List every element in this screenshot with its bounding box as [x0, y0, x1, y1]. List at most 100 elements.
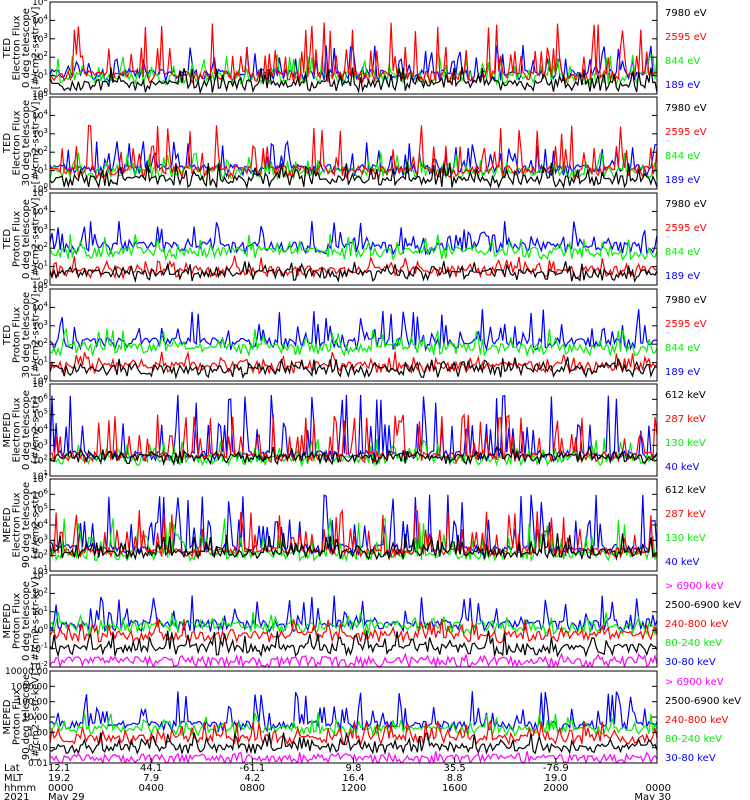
y-tick-label: 10.00: [22, 713, 48, 723]
legend-entry: 844 eV: [665, 151, 700, 162]
x-axis-value: 0000: [48, 783, 73, 794]
y-axis-label: TEDProton Flux0 deg telescope[#/cm2-s-st…: [2, 198, 42, 281]
legend-entry: 80-240 keV: [665, 638, 722, 649]
legend-entry: 287 keV: [665, 414, 706, 425]
legend-entry: 30-80 keV: [665, 657, 716, 668]
legend-entry: > 6900 keV: [665, 581, 724, 592]
panel-8: 0.01 0.10 1.00 10.00 100.00 1000.00 10000.00ME…: [2, 667, 741, 769]
y-tick-label: 0.10: [28, 744, 48, 754]
series-line-240-800-keV: [50, 617, 657, 644]
legend-entry: 2595 eV: [665, 319, 707, 330]
series-line-7980-eV: [50, 161, 657, 189]
series-line-189-eV: [50, 309, 657, 353]
y-axis-label: MEPEDProton Flux90 deg telescope[#/cm2-s…: [2, 673, 42, 761]
panel-frame: [49, 192, 658, 286]
x-axis-value: 19.0: [545, 773, 567, 784]
series-line-612-keV: [50, 444, 657, 467]
y-tick-label: 1000.00: [11, 682, 48, 692]
legend-entry: 7980 eV: [665, 8, 707, 19]
legend-entry: 287 keV: [665, 509, 706, 520]
series-line-287-keV: [50, 508, 657, 559]
x-axis-value: 0000: [646, 783, 671, 794]
legend-entry: 40 keV: [665, 557, 699, 568]
series-line-30-80-keV: [50, 691, 657, 734]
panel-frame: [49, 96, 658, 190]
legend-entry: 612 keV: [665, 485, 706, 496]
legend-entry: 80-240 keV: [665, 734, 722, 745]
y-tick-label: 10000.00: [5, 667, 48, 677]
plot-area: [50, 22, 657, 94]
x-axis-value: 1600: [442, 783, 467, 794]
legend-entry: 189 eV: [665, 175, 700, 186]
legend-entry: 2595 eV: [665, 127, 707, 138]
plot-area: [50, 309, 657, 380]
x-axis-value: 19.2: [48, 773, 70, 784]
x-axis-value: 9.8: [346, 763, 362, 774]
y-tick-label: 0.01: [28, 759, 48, 769]
x-axis-value: -76.9: [543, 763, 569, 774]
legend-entry: 844 eV: [665, 343, 700, 354]
x-axis-value: 35.5: [444, 763, 466, 774]
x-row-label-mlt: MLT: [4, 773, 24, 784]
x-axis-value: May 30: [634, 792, 671, 800]
plot-area: [50, 595, 657, 667]
series-line-287-keV: [50, 413, 657, 464]
series-line-80-240-keV: [50, 611, 657, 637]
legend-entry: 844 eV: [665, 247, 700, 258]
y-axis-label: MEPEDProton Flux0 deg telescope[#/cm2-s-…: [2, 577, 42, 665]
legend-entry: 2500-6900 keV: [665, 696, 741, 707]
series-line-2500-6900-keV: [50, 731, 657, 756]
x-axis-value: 16.4: [342, 773, 364, 784]
x-axis-value: 8.8: [447, 773, 463, 784]
x-row-label-hhmm: hhmm: [4, 783, 36, 794]
legend-entry: 189 eV: [665, 271, 700, 282]
x-axis-value: -61.1: [239, 763, 265, 774]
x-axis-value: 1200: [341, 783, 366, 794]
plot-area: [50, 124, 657, 189]
legend-entry: 2500-6900 keV: [665, 600, 741, 611]
plot-area: [50, 220, 657, 284]
legend-entry: 612 keV: [665, 390, 706, 401]
y-axis-label: MEPEDElectron Flux0 deg telescope[#/cm2-…: [2, 390, 42, 470]
series-line-30-80-keV: [50, 595, 657, 634]
x-axis-value: 0400: [138, 783, 163, 794]
series-line-844-eV: [50, 233, 657, 262]
panel-frame: [49, 574, 658, 668]
series-line-612-keV: [50, 533, 657, 561]
series-line-844-eV: [50, 327, 657, 358]
y-axis-label: TEDProton Flux30 deg telescope[#/cm2-s-s…: [2, 292, 42, 378]
x-axis-value: 7.9: [143, 773, 159, 784]
legend-entry: 240-800 keV: [665, 619, 729, 630]
series-line-189-eV: [50, 140, 657, 178]
y-tick-label: 100.00: [17, 698, 49, 708]
legend-entry: 189 eV: [665, 367, 700, 378]
legend-entry: > 6900 keV: [665, 677, 724, 688]
x-axis-value: 4.2: [244, 773, 260, 784]
series-line-2500-6900-keV: [50, 630, 657, 658]
legend-entry: 30-80 keV: [665, 753, 716, 764]
y-axis-label: MEPEDElectron Flux90 deg telescope[#/cm2…: [2, 482, 42, 568]
panel-frame: [49, 288, 658, 382]
x-row-label-lat: Lat: [4, 763, 20, 774]
legend-entry: 7980 eV: [665, 199, 707, 210]
x-axis-value: 44.1: [140, 763, 162, 774]
x-axis-value: May 29: [48, 792, 85, 800]
x-row-label-year: 2021: [4, 792, 29, 800]
legend-entry: 40 keV: [665, 462, 699, 473]
x-axis-value: 12.1: [48, 763, 70, 774]
y-tick-label: 105: [32, 0, 48, 8]
plot-area: [50, 691, 657, 763]
panel-frame: [49, 670, 658, 764]
legend-entry: 7980 eV: [665, 295, 707, 306]
legend-entry: 2595 eV: [665, 32, 707, 43]
series-line-7980-eV: [50, 356, 657, 380]
